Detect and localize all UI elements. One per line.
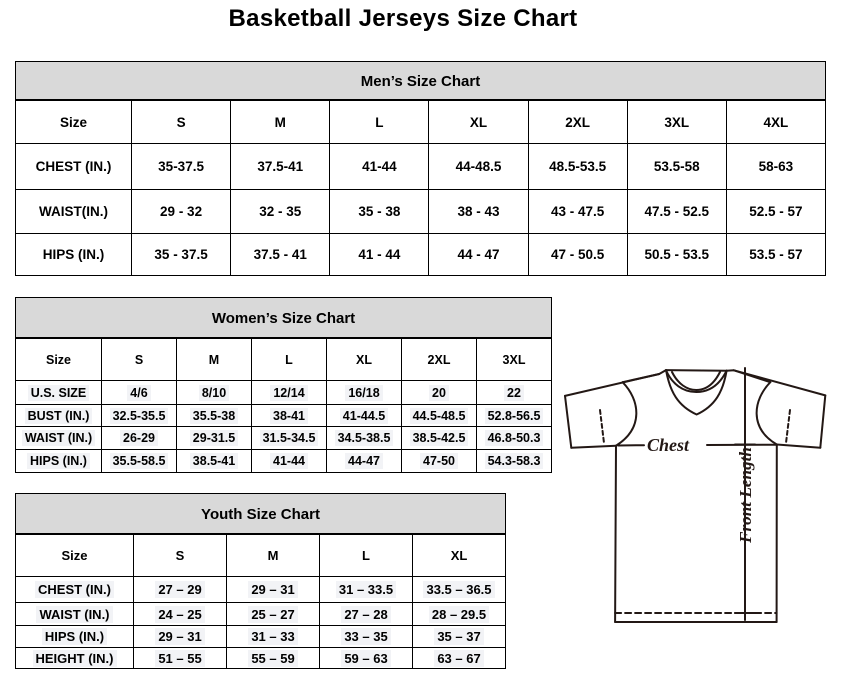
svg-text:Chest: Chest: [647, 435, 690, 455]
svg-text:Front Length: Front Length: [736, 447, 755, 544]
